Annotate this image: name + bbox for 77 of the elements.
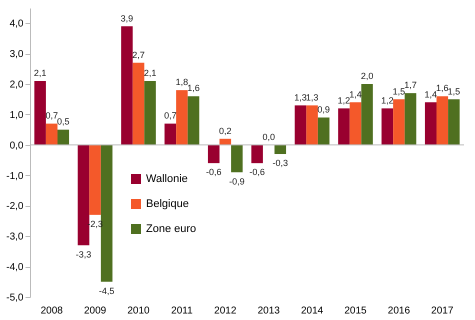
bar	[132, 62, 144, 145]
text: 2,7	[132, 50, 145, 60]
text: 3,9	[120, 13, 134, 24]
text: 1,6	[187, 83, 200, 94]
bar	[436, 96, 448, 145]
text: 1,3	[306, 92, 318, 102]
legend-label: Belgique	[146, 198, 189, 210]
bar	[176, 90, 188, 145]
legend-label: Wallonie	[146, 173, 188, 185]
text: 2,0	[360, 71, 374, 82]
bar	[208, 144, 220, 164]
bar	[338, 108, 350, 145]
legend-label: Zone euro	[146, 223, 196, 235]
bar	[188, 96, 200, 145]
text: 1,5	[392, 86, 406, 96]
x-tick-label: 2017	[431, 306, 454, 316]
text: 1,2	[381, 95, 394, 106]
text: 1,2	[338, 95, 350, 106]
y-tick-label: -4,0	[6, 262, 24, 274]
y-tick-label: 4,0	[10, 18, 24, 30]
bar	[57, 130, 70, 145]
x-tick-label: 2010	[127, 306, 150, 316]
text: 1,3	[294, 92, 307, 102]
bar	[404, 93, 416, 145]
text: 2,1	[34, 68, 46, 78]
y-tick-label: 1,0	[10, 110, 24, 121]
text: -3,3	[76, 249, 92, 260]
bar	[89, 144, 101, 215]
y-tick-label: 0,0	[10, 140, 24, 152]
bar	[382, 108, 394, 145]
text: 1,4	[424, 89, 437, 100]
y-tick-label: -5,0	[6, 292, 24, 304]
x-tick-label: 2008	[40, 306, 64, 316]
x-tick-label: 2016	[388, 306, 410, 316]
x-tick-label: 2013	[258, 306, 280, 316]
x-tick-label: 2015	[344, 306, 368, 316]
bar	[393, 99, 405, 145]
bar	[220, 138, 232, 145]
bar	[318, 118, 330, 145]
text: 0,2	[219, 126, 232, 136]
bar	[34, 81, 46, 145]
y-tick-label: -3,0	[6, 232, 24, 243]
y-tick-label: 2,0	[10, 80, 24, 91]
text: -0,6	[249, 167, 265, 178]
bar	[78, 144, 90, 246]
bar	[231, 144, 243, 172]
x-tick-label: 2014	[300, 306, 324, 316]
y-tick-label: 3,0	[10, 49, 24, 60]
text: -4,5	[98, 286, 114, 296]
text: 1,7	[404, 80, 417, 90]
bar	[448, 99, 460, 145]
text: -0,3	[272, 158, 288, 168]
bar	[164, 124, 176, 145]
bar	[306, 105, 318, 145]
bar	[121, 26, 133, 145]
bar	[350, 102, 362, 145]
bar	[46, 124, 58, 145]
text: 1,6	[436, 83, 449, 94]
text: 0,0	[262, 132, 275, 142]
text: 1,8	[176, 77, 188, 88]
text: 0,5	[57, 116, 70, 127]
bar	[294, 105, 306, 145]
text: -0,6	[206, 167, 222, 178]
y-tick-label: -1,0	[6, 170, 24, 182]
bar	[274, 144, 286, 154]
bar	[424, 102, 437, 145]
bar	[361, 84, 373, 145]
text: -0,9	[229, 176, 245, 186]
bar	[251, 144, 263, 164]
bar	[144, 81, 156, 145]
text: 1,4	[349, 89, 362, 100]
x-tick-label: 2012	[214, 306, 237, 316]
bar	[100, 144, 112, 282]
x-tick-label: 2009	[84, 306, 107, 316]
text: 1,5	[448, 86, 460, 96]
y-tick-label: -2,0	[6, 201, 24, 212]
x-tick-label: 2011	[171, 306, 194, 316]
